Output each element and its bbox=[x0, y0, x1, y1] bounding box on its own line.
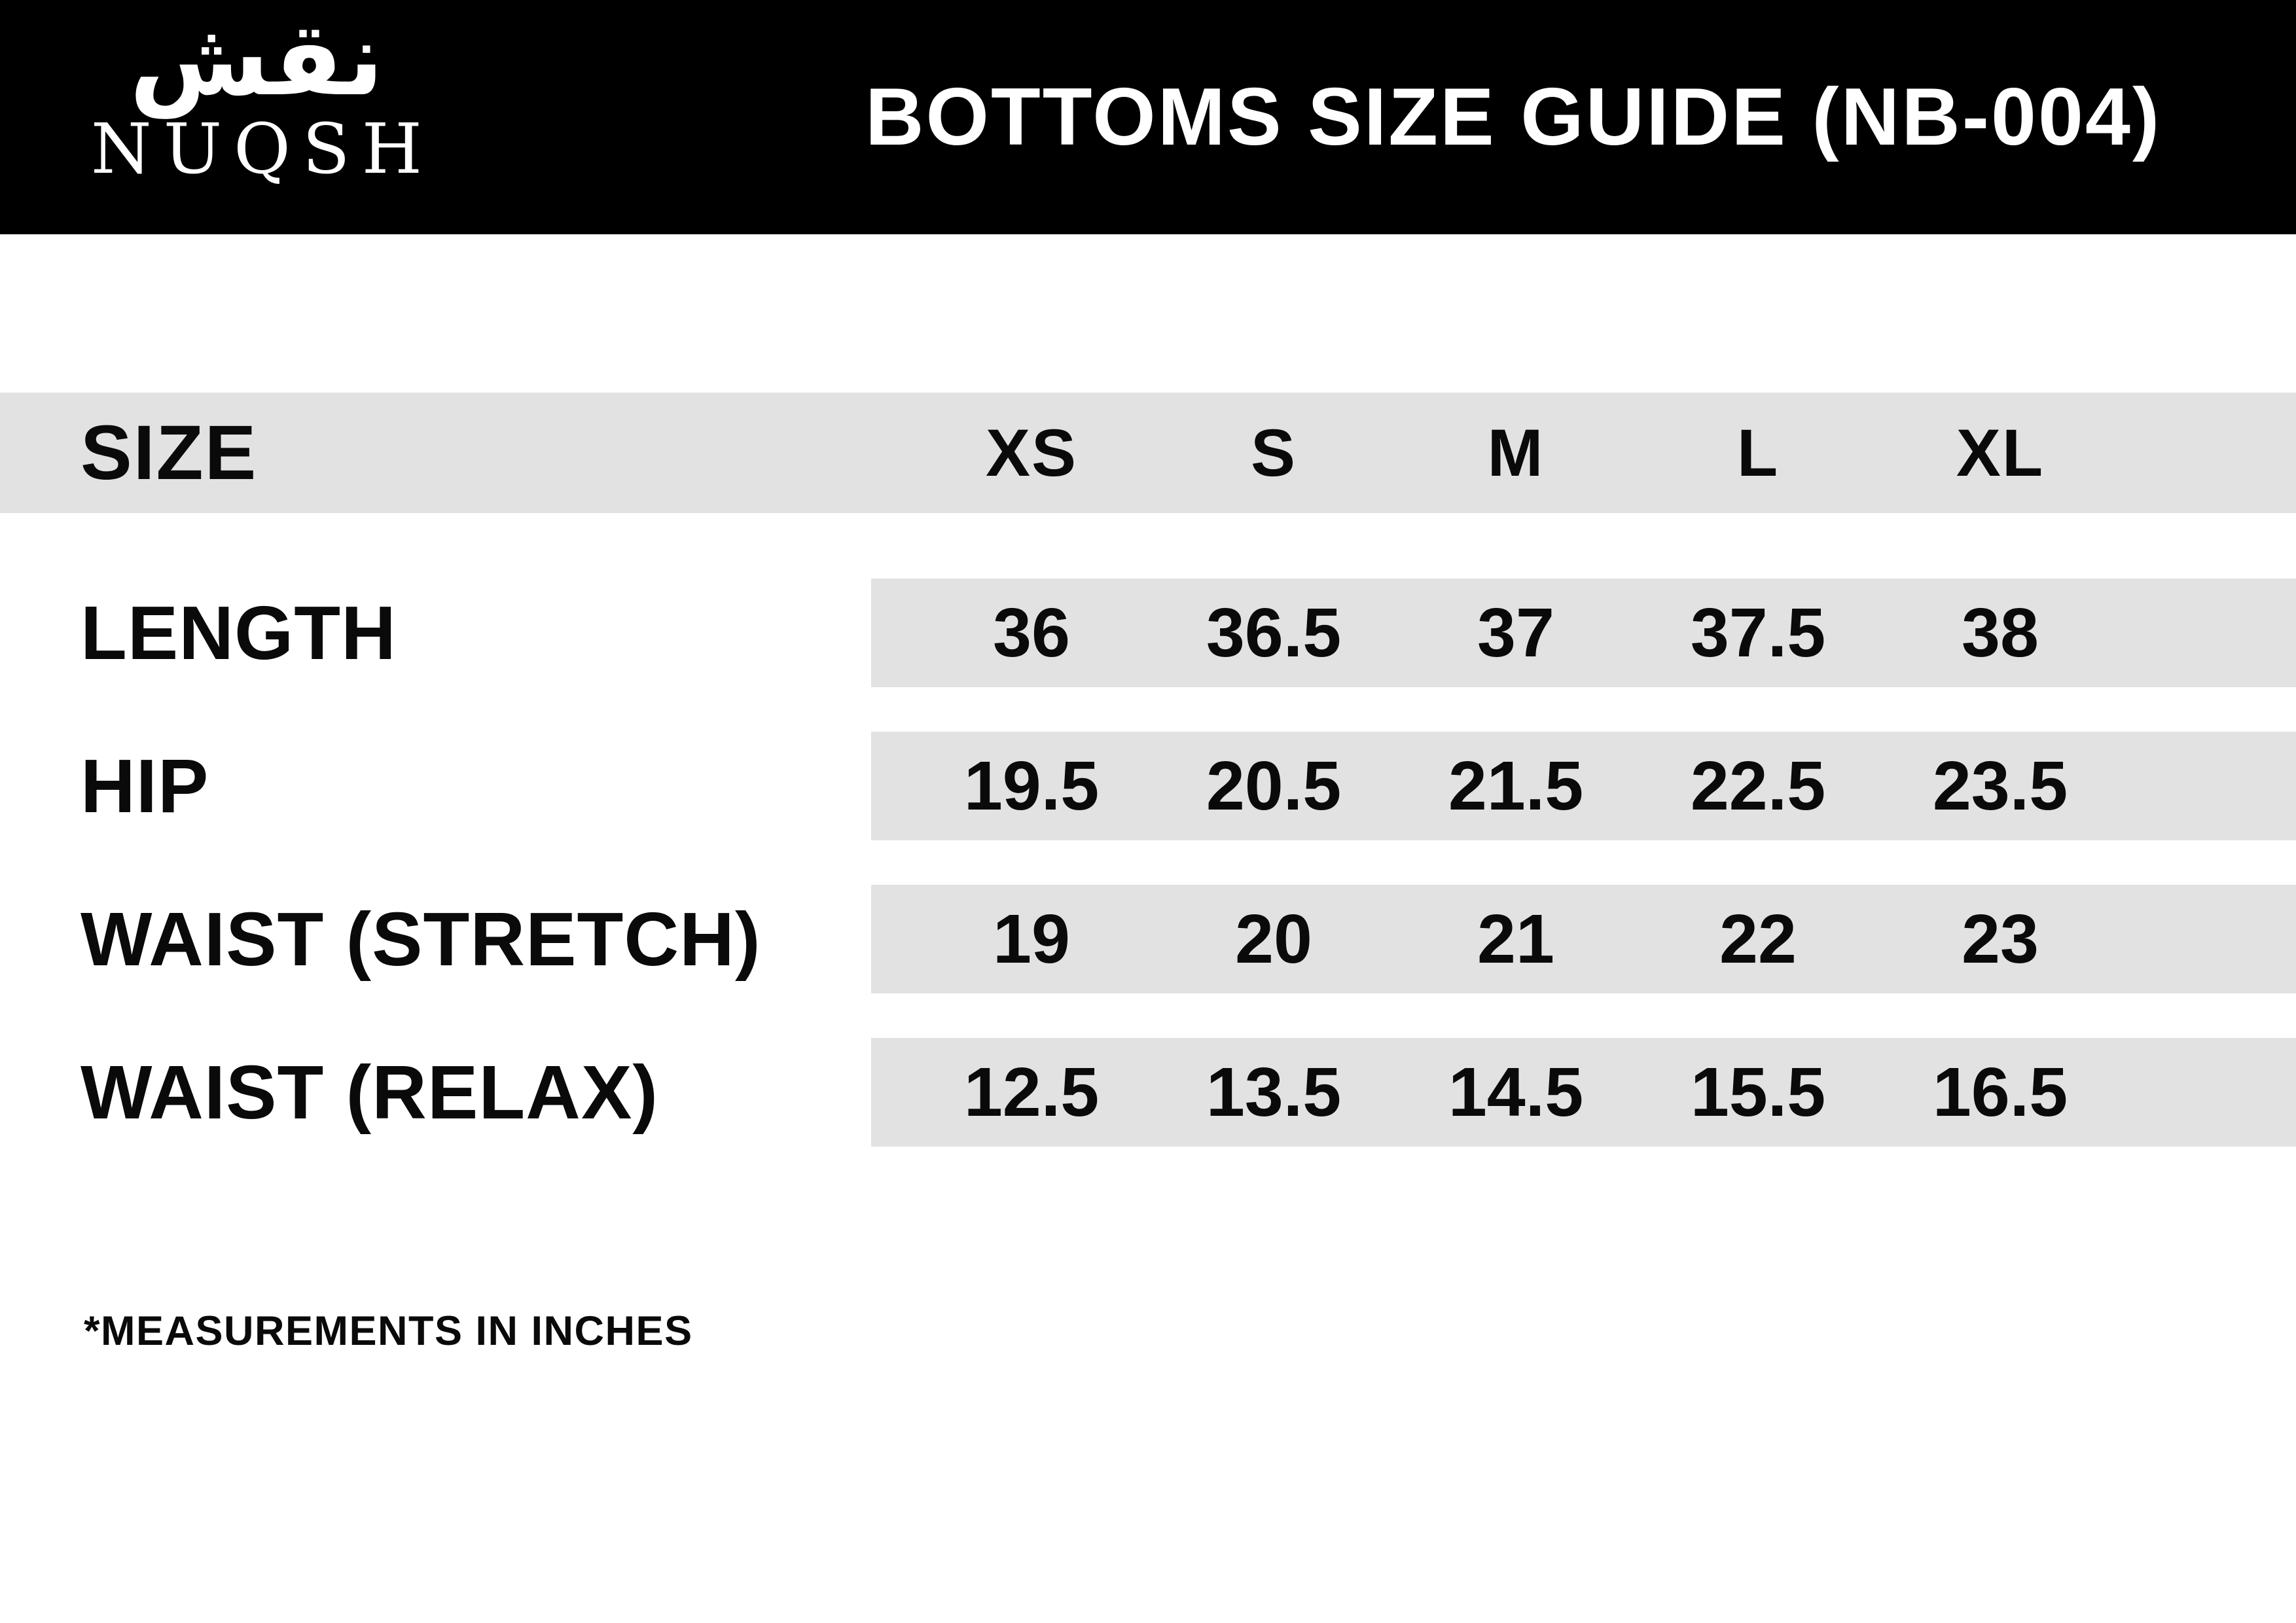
value-cell: 12.5 bbox=[963, 1053, 1100, 1131]
size-column-header-xl: XL bbox=[1956, 415, 2045, 490]
value-cell: 20 bbox=[1235, 900, 1312, 978]
value-cell: 21.5 bbox=[1448, 747, 1584, 825]
table-row-hip: HIP 19.5 20.5 21.5 22.5 23.5 bbox=[0, 732, 2296, 840]
value-cell: 36.5 bbox=[1206, 594, 1342, 671]
value-cell: 13.5 bbox=[1206, 1053, 1342, 1131]
brand-header: نقش NUQSH BOTTOMS SIZE GUIDE (NB-004) bbox=[0, 0, 2296, 234]
row-label: LENGTH bbox=[81, 590, 397, 675]
value-cell: 36 bbox=[993, 594, 1070, 671]
size-column-header-m: M bbox=[1487, 415, 1545, 490]
value-cell: 37 bbox=[1477, 594, 1554, 671]
size-column-header-s: S bbox=[1250, 415, 1297, 490]
value-cell: 38 bbox=[1962, 594, 2039, 671]
value-cell: 23 bbox=[1962, 900, 2039, 978]
size-header-row: SIZE XS S M L XL bbox=[0, 393, 2296, 513]
size-column-header-xs: XS bbox=[985, 415, 1078, 490]
value-cell: 22 bbox=[1719, 900, 1797, 978]
row-label: WAIST (RELAX) bbox=[81, 1050, 658, 1135]
row-values-bar: 12.5 13.5 14.5 15.5 16.5 bbox=[871, 1038, 2296, 1147]
value-cell: 20.5 bbox=[1206, 747, 1342, 825]
table-row-waist-stretch: WAIST (STRETCH) 19 20 21 22 23 bbox=[0, 885, 2296, 993]
page-title: BOTTOMS SIZE GUIDE (NB-004) bbox=[865, 72, 2162, 162]
value-cell: 16.5 bbox=[1932, 1053, 2068, 1131]
logo-wordmark: NUQSH bbox=[90, 108, 435, 189]
value-cell: 14.5 bbox=[1448, 1053, 1584, 1131]
measurements-footnote: *MEASUREMENTS IN INCHES bbox=[84, 1308, 693, 1354]
value-cell: 19 bbox=[993, 900, 1070, 978]
table-row-waist-relax: WAIST (RELAX) 12.5 13.5 14.5 15.5 16.5 bbox=[0, 1038, 2296, 1147]
row-label: HIP bbox=[81, 743, 209, 829]
value-cell: 15.5 bbox=[1690, 1053, 1826, 1131]
row-label: WAIST (STRETCH) bbox=[81, 897, 761, 982]
value-cell: 22.5 bbox=[1690, 747, 1826, 825]
logo-arabic-calligraphy: نقش bbox=[129, 0, 384, 118]
table-row-length: LENGTH 36 36.5 37 37.5 38 bbox=[0, 579, 2296, 687]
value-cell: 19.5 bbox=[963, 747, 1100, 825]
value-cell: 21 bbox=[1477, 900, 1554, 978]
row-values-bar: 36 36.5 37 37.5 38 bbox=[871, 579, 2296, 687]
brand-logo: نقش NUQSH bbox=[77, 0, 436, 189]
value-cell: 23.5 bbox=[1932, 747, 2068, 825]
size-column-header-l: L bbox=[1736, 415, 1780, 490]
size-header-label: SIZE bbox=[81, 410, 258, 496]
value-cell: 37.5 bbox=[1690, 594, 1826, 671]
row-values-bar: 19 20 21 22 23 bbox=[871, 885, 2296, 993]
row-values-bar: 19.5 20.5 21.5 22.5 23.5 bbox=[871, 732, 2296, 840]
size-column-headers: XS S M L XL bbox=[871, 393, 2296, 513]
